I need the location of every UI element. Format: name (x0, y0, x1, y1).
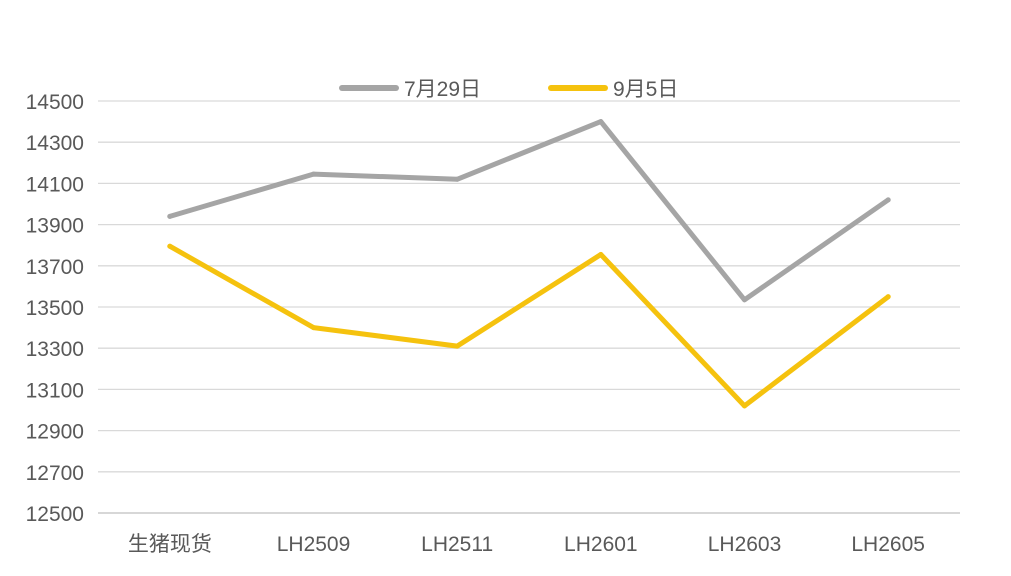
gridlines (98, 100, 960, 514)
data-point[interactable] (167, 243, 173, 249)
data-point[interactable] (454, 343, 460, 349)
y-tick-label: 13100 (26, 379, 84, 402)
data-point[interactable] (885, 197, 891, 203)
x-tick-label: LH2511 (421, 533, 493, 556)
x-tick-label: LH2605 (851, 533, 925, 556)
series-lines (167, 119, 891, 409)
y-tick-label: 13500 (26, 297, 84, 320)
data-point[interactable] (742, 297, 747, 303)
data-point[interactable] (311, 171, 316, 177)
y-tick-label: 12700 (26, 462, 84, 485)
legend-label: 9月5日 (613, 78, 678, 101)
x-axis: 生猪现货 LH2509 LH2511 LH2601 LH2603 LH2605 (128, 533, 925, 556)
legend: 7月29日 9月5日 (339, 78, 678, 101)
y-tick-label: 13700 (26, 256, 84, 279)
data-point[interactable] (454, 176, 460, 182)
y-tick-label: 13900 (26, 215, 84, 238)
data-point[interactable] (598, 251, 604, 257)
data-point[interactable] (885, 294, 891, 300)
y-tick-label: 12900 (26, 421, 84, 444)
data-point[interactable] (167, 213, 173, 219)
x-tick-label: LH2509 (277, 533, 351, 556)
x-tick-label: 生猪现货 (128, 533, 212, 556)
y-tick-label: 12500 (26, 503, 84, 526)
y-tick-label: 14100 (26, 173, 84, 196)
y-tick-label: 14500 (26, 91, 84, 114)
legend-label: 7月29日 (404, 78, 481, 101)
y-tick-label: 13300 (26, 338, 84, 361)
data-point[interactable] (742, 403, 747, 409)
data-point[interactable] (311, 325, 316, 331)
legend-item-0[interactable]: 7月29日 (339, 78, 481, 101)
y-axis: 12500 12700 12900 13100 13300 13500 13700 13900… (26, 91, 84, 526)
legend-item-1[interactable]: 9月5日 (548, 78, 678, 101)
data-point[interactable] (598, 119, 604, 125)
x-tick-label: LH2601 (564, 533, 638, 556)
x-tick-label: LH2603 (708, 533, 782, 556)
y-tick-label: 14300 (26, 132, 84, 155)
series-line-0[interactable] (167, 119, 891, 303)
series-line-1[interactable] (167, 243, 891, 409)
